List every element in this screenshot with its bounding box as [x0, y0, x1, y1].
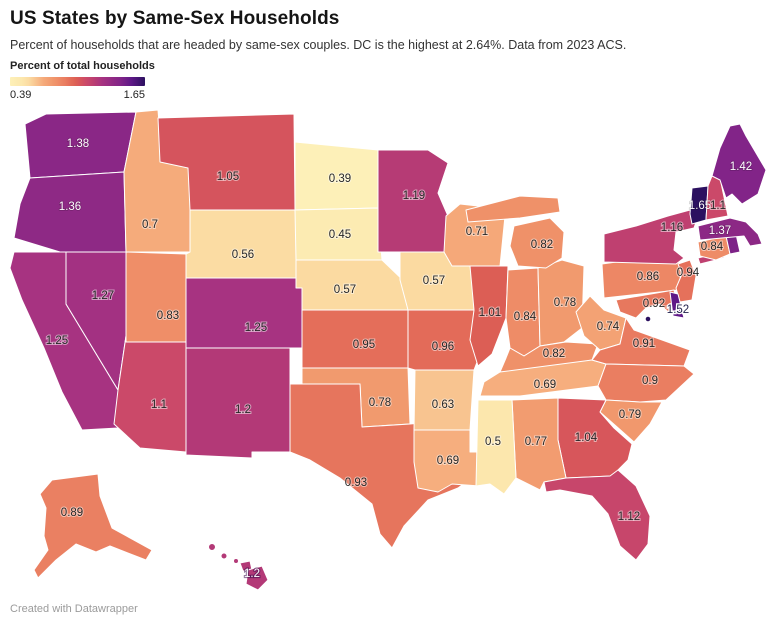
- state-MN[interactable]: [377, 149, 449, 253]
- legend-title: Percent of total households: [10, 60, 155, 72]
- state-NE[interactable]: [295, 259, 409, 311]
- state-HI-kauai[interactable]: [208, 543, 216, 551]
- state-MI[interactable]: [509, 217, 565, 269]
- state-OR[interactable]: [13, 171, 127, 253]
- state-IN[interactable]: [505, 267, 541, 357]
- state-AK[interactable]: [33, 473, 153, 579]
- legend-scale: 0.39 1.65: [10, 89, 145, 101]
- state-MS[interactable]: [475, 399, 517, 495]
- state-WA[interactable]: [24, 111, 137, 179]
- state-ND[interactable]: [294, 141, 379, 211]
- state-HI-molokai[interactable]: [233, 558, 239, 564]
- state-NY[interactable]: [603, 209, 699, 265]
- state-DC[interactable]: [644, 315, 652, 323]
- state-DE[interactable]: [669, 291, 685, 319]
- state-VA[interactable]: [591, 317, 691, 367]
- state-FL[interactable]: [543, 469, 651, 561]
- state-HI[interactable]: [245, 565, 269, 591]
- state-NM[interactable]: [185, 347, 291, 459]
- state-AZ[interactable]: [113, 335, 187, 453]
- state-UT[interactable]: [125, 251, 187, 343]
- header: US States by Same-Sex Households Percent…: [10, 8, 770, 52]
- legend-gradient-bar: [10, 77, 145, 86]
- state-KS[interactable]: [301, 309, 409, 369]
- page-title: US States by Same-Sex Households: [10, 8, 340, 29]
- datawrapper-credit: Created with Datawrapper: [10, 603, 138, 615]
- state-SD[interactable]: [294, 207, 383, 261]
- state-MA[interactable]: [697, 217, 763, 247]
- legend-min: 0.39: [10, 89, 32, 101]
- state-VT[interactable]: [689, 185, 709, 225]
- subtitle: Percent of households that are headed by…: [10, 38, 627, 52]
- state-WY[interactable]: [185, 209, 297, 279]
- state-NJ[interactable]: [675, 259, 697, 303]
- state-IL[interactable]: [469, 265, 509, 367]
- state-CO[interactable]: [185, 277, 303, 349]
- state-AL[interactable]: [511, 397, 567, 491]
- state-LA[interactable]: [413, 429, 481, 493]
- state-HI-oahu[interactable]: [220, 552, 228, 560]
- state-OH[interactable]: [537, 259, 585, 347]
- state-MI-upper-peninsula[interactable]: [465, 195, 561, 223]
- state-AR[interactable]: [413, 369, 475, 431]
- legend-max: 1.65: [123, 89, 145, 101]
- state-NH[interactable]: [705, 175, 729, 221]
- state-ME[interactable]: [711, 123, 767, 205]
- color-legend: Percent of total households 0.39 1.65: [10, 60, 155, 101]
- state-NC[interactable]: [597, 363, 695, 403]
